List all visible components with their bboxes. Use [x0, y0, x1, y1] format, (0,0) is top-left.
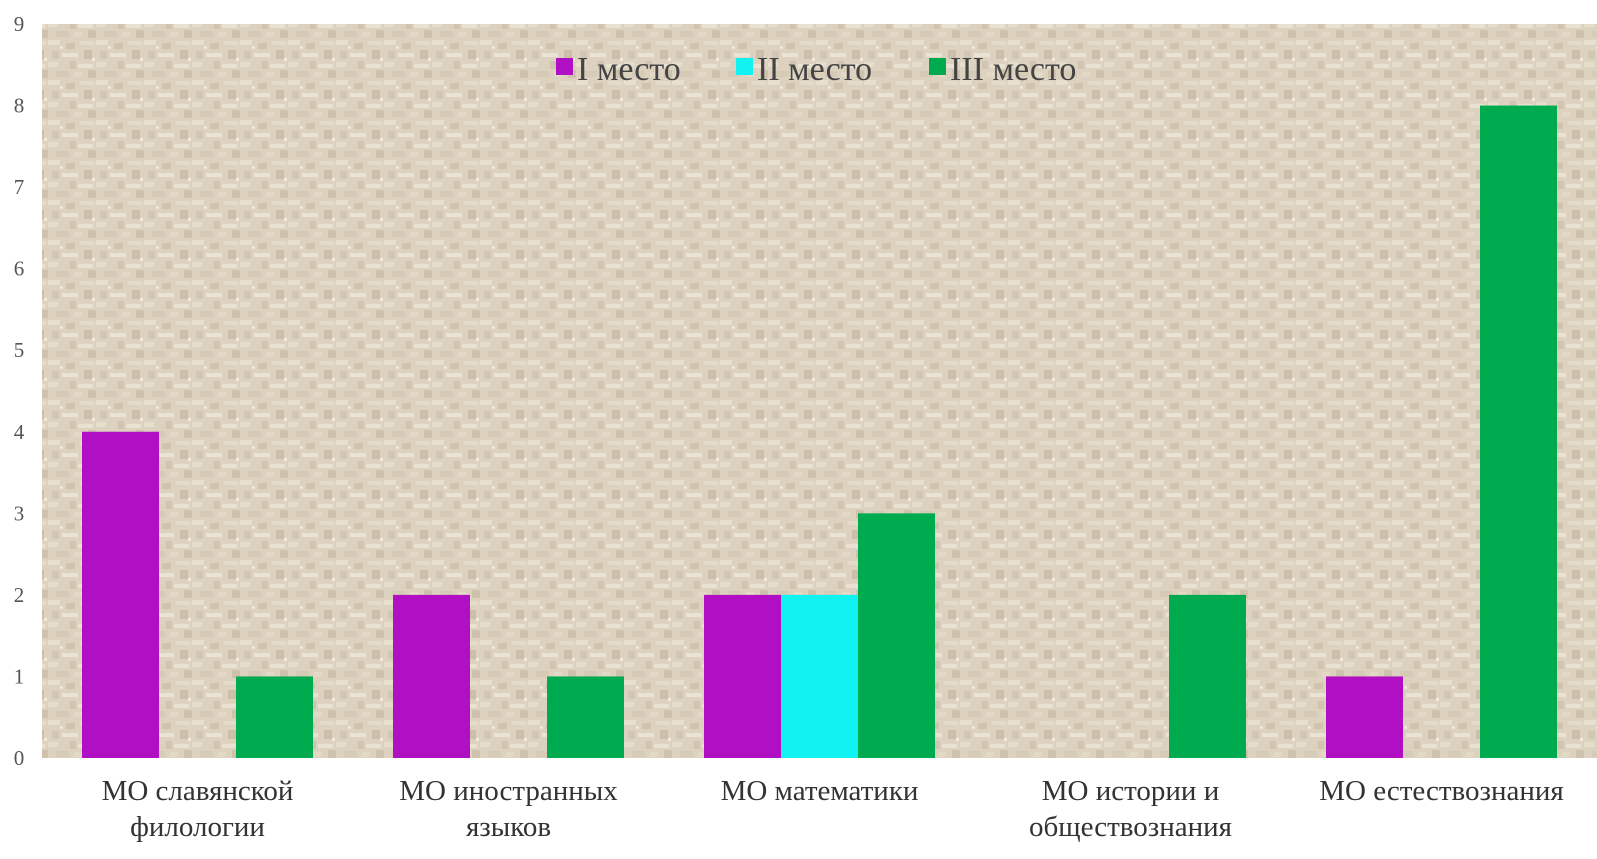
y-tick-label: 1 — [14, 664, 25, 688]
x-category-label: МО славянской — [102, 775, 294, 807]
y-tick-label: 5 — [14, 338, 25, 362]
y-tick-label: 3 — [14, 501, 25, 525]
bar-series-1-category-3 — [704, 594, 781, 758]
y-tick-label: 4 — [14, 420, 25, 444]
bar-series-3-category-3 — [858, 513, 935, 758]
legend-swatch — [929, 58, 946, 75]
bar-series-3-category-5 — [1480, 105, 1557, 759]
legend-swatch — [556, 58, 573, 75]
bar-series-1-category-1 — [82, 431, 159, 758]
bar-series-3-category-1 — [236, 676, 313, 758]
y-tick-label: 8 — [14, 94, 25, 118]
y-tick-label: 0 — [14, 746, 25, 770]
y-tick-label: 9 — [14, 12, 25, 36]
x-category-label: МО естествознания — [1319, 775, 1563, 807]
x-category-label: МО иностранных — [399, 775, 618, 807]
legend-swatch — [736, 58, 753, 75]
x-category-label: МО истории и — [1042, 775, 1219, 807]
bar-series-2-category-3 — [781, 594, 858, 758]
y-tick-label: 6 — [14, 257, 25, 281]
x-axis: МО славянской филологии МО иностранных язык… — [102, 775, 1564, 843]
x-category-label: обществознания — [1029, 811, 1232, 843]
legend-label: II место — [757, 51, 872, 88]
bar-series-1-category-2 — [393, 594, 470, 758]
bar-series-3-category-2 — [547, 676, 624, 758]
bar-series-3-category-4 — [1169, 594, 1246, 758]
y-axis: 0 1 2 3 4 5 6 7 8 9 — [14, 12, 25, 770]
legend: I место II место III место — [556, 51, 1076, 88]
y-tick-label: 7 — [14, 175, 25, 199]
bar-series-1-category-5 — [1326, 676, 1403, 758]
legend-label: III место — [950, 51, 1076, 88]
y-tick-label: 2 — [14, 583, 25, 607]
bars — [82, 105, 1557, 759]
x-category-label: филологии — [130, 811, 265, 843]
legend-label: I место — [577, 51, 681, 88]
x-category-label: языков — [466, 811, 551, 843]
x-category-label: МО математики — [721, 775, 919, 807]
